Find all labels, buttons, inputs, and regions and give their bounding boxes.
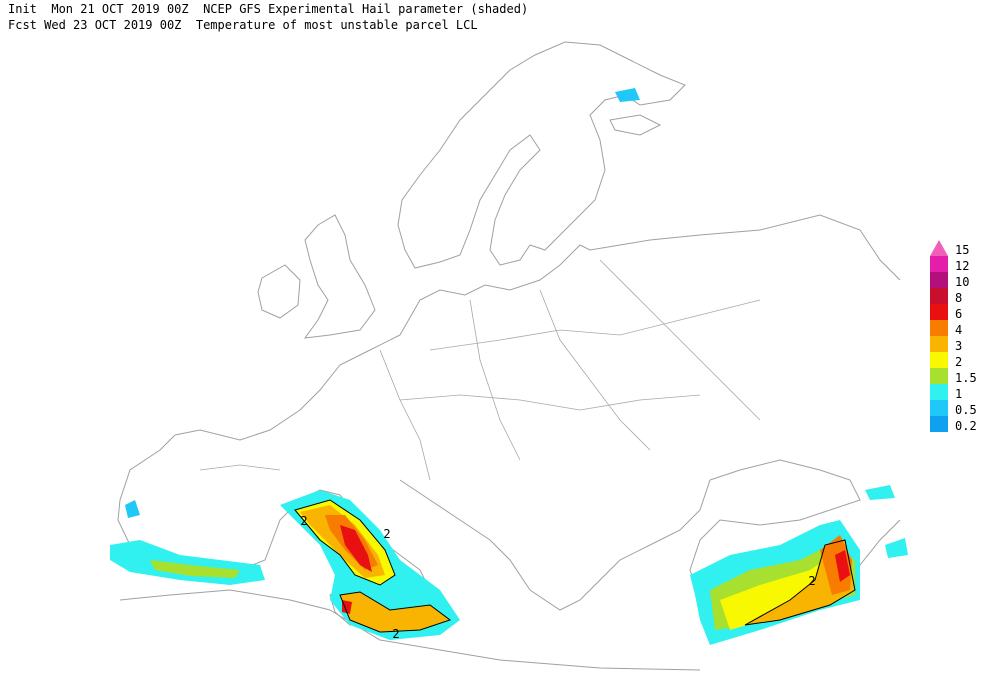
- legend-swatch: [930, 368, 948, 384]
- contours: [294, 499, 856, 633]
- legend-label: 15: [955, 243, 969, 257]
- legend-label: 1: [955, 387, 962, 401]
- legend-swatch: [930, 352, 948, 368]
- legend-swatch: [930, 272, 948, 288]
- legend-swatch: [930, 400, 948, 416]
- header-line: Fcst Wed 23 OCT 2019 00Z Temperature of …: [8, 18, 478, 32]
- legend-swatch: [930, 288, 948, 304]
- legend-label: 0.5: [955, 403, 977, 417]
- legend-label: 10: [955, 275, 969, 289]
- legend-swatch: [930, 304, 948, 320]
- legend-label: 4: [955, 323, 962, 337]
- header-line: Init Mon 21 OCT 2019 00Z NCEP GFS Experi…: [8, 2, 528, 16]
- hail-shading: [110, 88, 908, 645]
- legend: 15 12 10 8 6 4 3 2 1.5 1 0.5 0.2: [930, 240, 977, 433]
- legend-label: 6: [955, 307, 962, 321]
- legend-swatch: [930, 320, 948, 336]
- contour-label: 2: [300, 514, 307, 528]
- legend-swatch: [930, 416, 948, 432]
- legend-label: 1.5: [955, 371, 977, 385]
- legend-swatch: [930, 256, 948, 272]
- legend-label: 12: [955, 259, 969, 273]
- legend-swatch: [930, 384, 948, 400]
- legend-label: 8: [955, 291, 962, 305]
- contour-label: 2: [383, 527, 390, 541]
- legend-swatch: [930, 240, 948, 256]
- contour-labels: 2 2 2 2: [300, 514, 815, 641]
- contour-label: 2: [808, 574, 815, 588]
- legend-swatch: [930, 336, 948, 352]
- legend-label: 3: [955, 339, 962, 353]
- borders: [199, 259, 761, 481]
- contour-label: 2: [392, 627, 399, 641]
- legend-label: 0.2: [955, 419, 977, 433]
- legend-label: 2: [955, 355, 962, 369]
